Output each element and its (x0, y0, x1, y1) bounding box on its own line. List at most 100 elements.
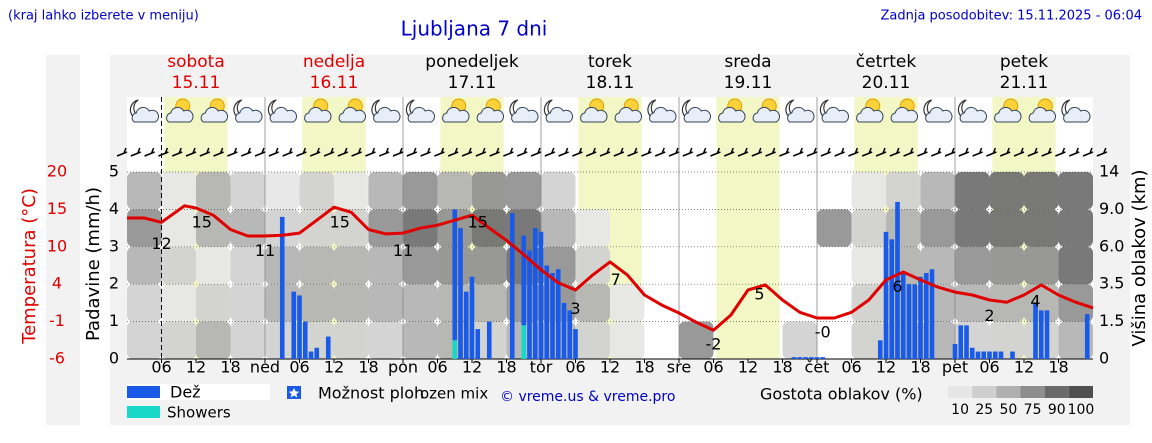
cloud-cell (955, 246, 990, 285)
cloud-cell (472, 172, 507, 210)
precip-bar (550, 272, 555, 359)
weather-icon (405, 99, 435, 123)
cloud-cell (1058, 209, 1093, 247)
wind-barb (489, 147, 500, 157)
wind-barb (434, 147, 445, 157)
weather-icon (923, 99, 953, 123)
precip-bar (791, 357, 797, 359)
x-tick-label: 06 (151, 358, 171, 377)
wind-barb (723, 147, 735, 157)
cloud-cell (127, 246, 162, 285)
precip-bar (895, 201, 900, 359)
left-strip (46, 55, 80, 425)
precip-bar (883, 231, 889, 359)
weather-icon (200, 98, 228, 123)
wind-barb (820, 147, 832, 157)
region-note[interactable]: (kraj lahko izberete v meniju) (8, 9, 199, 24)
x-tick-label: 12 (462, 358, 482, 377)
precip-bar (279, 216, 285, 359)
wind-barb (185, 147, 197, 157)
cloud (338, 106, 366, 123)
y3-label: Višina oblakov (km) (1129, 169, 1150, 346)
wind-barb (751, 147, 763, 157)
x-tick-label: 18 (358, 358, 378, 377)
chart-title: Ljubljana 7 dni (401, 17, 548, 41)
wind-barb (1027, 147, 1039, 157)
wind-barb (213, 147, 224, 157)
wind-barb (240, 147, 252, 157)
wind-barb (903, 147, 914, 157)
temp-label: 15 (192, 212, 212, 231)
temp-label: 5 (754, 284, 764, 303)
wind-barb (530, 147, 542, 157)
cloud-cell (437, 172, 472, 210)
weather-icon (752, 98, 780, 123)
y2-tick-label: 15 (47, 199, 67, 218)
weather-icon (543, 99, 573, 123)
y3-tick-label: 1.5 (1099, 311, 1124, 330)
precip-bar (1038, 310, 1044, 359)
wind-barb (999, 147, 1011, 157)
wind-barb (654, 147, 666, 157)
weather-icon (890, 98, 918, 123)
cloud-cell (920, 209, 955, 247)
cloud-cell (506, 172, 541, 210)
wind-barb (944, 147, 956, 157)
x-tick-label: 12 (600, 358, 620, 377)
cloud (649, 106, 677, 123)
precip-bar (1084, 314, 1090, 359)
wind-barb (116, 147, 128, 157)
wind-barb (917, 147, 928, 157)
wind-barb (1041, 147, 1052, 157)
x-tick-label: 12 (738, 358, 758, 377)
wind-barb (406, 147, 418, 157)
cloud-legend-swatch (1044, 386, 1069, 398)
icons-layer (116, 98, 1108, 157)
wind-barb (986, 147, 997, 157)
credit[interactable]: © vreme.us & vreme.pro (500, 389, 675, 405)
wind-barb (309, 147, 321, 157)
day-name: sobota (167, 52, 225, 72)
x-tick-label: 06 (841, 358, 861, 377)
wind-barb (268, 147, 280, 157)
wind-barb (254, 147, 266, 157)
precip-bar (923, 272, 929, 359)
precip-bar (889, 239, 895, 359)
weather-icon (338, 98, 366, 123)
x-tick-label: 18 (1048, 358, 1068, 377)
cloud (545, 106, 573, 123)
cloud-cell (368, 284, 403, 322)
y2-tick-label: 20 (47, 162, 67, 181)
day-date: 17.11 (448, 73, 497, 93)
precip-bar (521, 325, 527, 359)
precip-bar (308, 351, 314, 359)
cloud-cell (955, 209, 990, 247)
cloud-cell (368, 321, 403, 359)
cloud-cell (334, 172, 369, 210)
cloud-cell (1024, 172, 1059, 210)
temp-label: 6 (892, 277, 902, 296)
wind-barb (392, 147, 404, 157)
day-date: 18.11 (586, 73, 635, 93)
precip-bar (544, 265, 550, 359)
cloud (787, 106, 815, 123)
weather-icon (476, 98, 504, 123)
day-name: ponedeljek (425, 52, 519, 72)
precip-bar (475, 329, 481, 359)
temp-label: 2 (984, 306, 994, 325)
day-date: 19.11 (724, 73, 773, 93)
wind-barb (627, 147, 638, 157)
weather-icon (856, 98, 884, 123)
wind-barb (323, 147, 335, 157)
cloud-cell (299, 246, 334, 285)
wind-barb (144, 147, 155, 157)
bars-layer (279, 201, 1090, 359)
y-tick-label: 2 (109, 274, 119, 293)
cloud-cell (679, 321, 714, 359)
precip-bar (929, 269, 935, 359)
wind-barb (779, 147, 790, 157)
cloud-cell (403, 172, 438, 210)
temp-label: 11 (393, 241, 413, 260)
precip-bar (958, 325, 964, 359)
